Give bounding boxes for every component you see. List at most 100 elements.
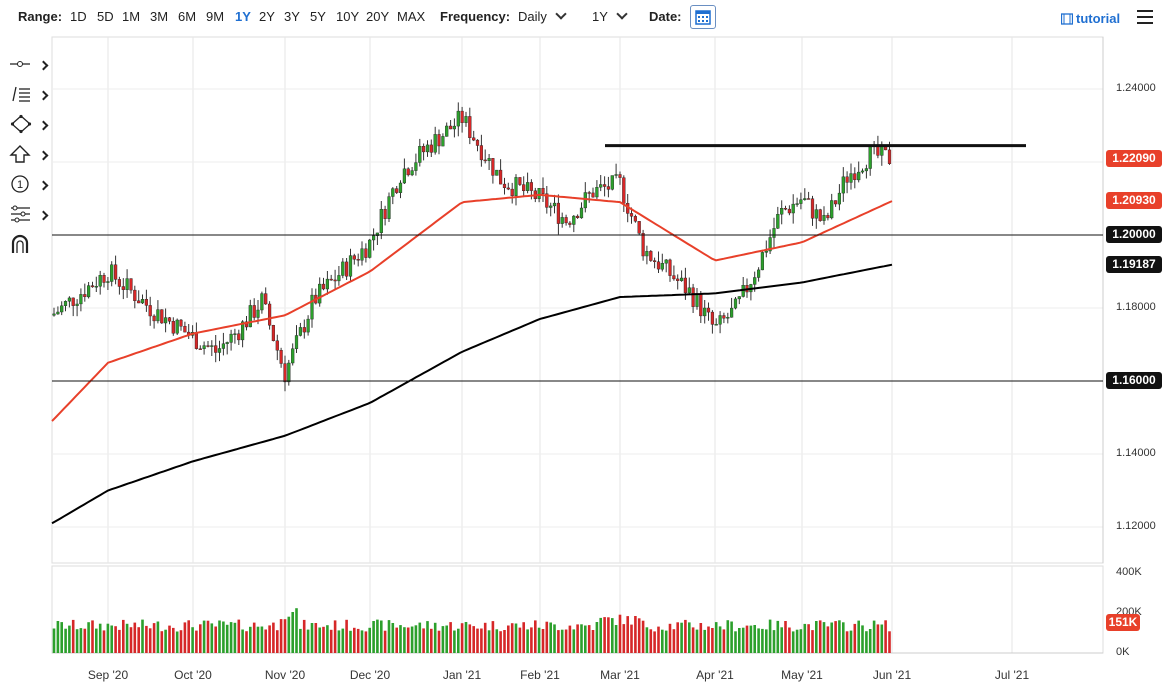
volume-bar bbox=[630, 624, 633, 653]
candle-body bbox=[152, 315, 156, 322]
candle-body bbox=[622, 177, 626, 204]
volume-tick-label: 400K bbox=[1116, 566, 1142, 578]
candle-body bbox=[629, 213, 634, 217]
calendar-button[interactable] bbox=[690, 5, 716, 29]
candle-body bbox=[264, 293, 268, 305]
volume-bar bbox=[118, 629, 121, 653]
volume-bar bbox=[422, 628, 425, 653]
volume-bar bbox=[345, 619, 348, 653]
volume-bar bbox=[202, 620, 206, 653]
volume-bar bbox=[114, 626, 117, 653]
volume-bar bbox=[684, 619, 687, 653]
magnet-tool[interactable] bbox=[8, 234, 48, 258]
volume-bar bbox=[884, 620, 887, 653]
frequency-dropdown[interactable]: Daily bbox=[518, 8, 567, 24]
volume-bar bbox=[314, 623, 318, 653]
volume-bar bbox=[71, 619, 75, 653]
range-option-10y[interactable]: 10Y bbox=[336, 9, 360, 24]
volume-bar bbox=[711, 628, 714, 653]
volume-bar bbox=[799, 629, 803, 653]
volume-bar bbox=[803, 623, 807, 653]
volume-bar bbox=[476, 628, 479, 653]
volume-bar bbox=[145, 625, 148, 653]
tutorial-link[interactable]: tutorial bbox=[1061, 11, 1120, 26]
candle-body bbox=[283, 363, 287, 383]
range-option-1m[interactable]: 1M bbox=[122, 9, 141, 24]
volume-bar bbox=[745, 625, 749, 653]
candle-body bbox=[356, 259, 360, 261]
volume-bar bbox=[591, 630, 595, 653]
volume-bar bbox=[614, 625, 618, 653]
candle-body bbox=[853, 173, 857, 181]
volume-bar bbox=[368, 627, 371, 653]
candle-body bbox=[830, 200, 834, 219]
volume-bar bbox=[491, 621, 495, 653]
arrow-marker-tool[interactable] bbox=[8, 144, 49, 168]
volume-bar bbox=[222, 621, 225, 653]
range-option-1y[interactable]: 1Y bbox=[235, 9, 251, 24]
volume-bar bbox=[302, 619, 306, 653]
range-option-5y[interactable]: 5Y bbox=[310, 9, 326, 24]
candle-body bbox=[171, 321, 175, 334]
candle-body bbox=[163, 317, 168, 324]
candle-body bbox=[75, 303, 79, 306]
period-dropdown[interactable]: 1Y bbox=[592, 8, 628, 24]
volume-bar bbox=[568, 625, 572, 653]
volume-bar bbox=[349, 630, 352, 653]
volume-bar bbox=[595, 622, 599, 653]
candle-body bbox=[345, 261, 349, 277]
volume-bar bbox=[137, 627, 140, 653]
candle-body bbox=[676, 278, 680, 281]
candle-body bbox=[460, 110, 464, 123]
annotation-tool[interactable]: 1 bbox=[8, 174, 49, 198]
volume-bar bbox=[514, 623, 518, 653]
crosshair-line-tool[interactable] bbox=[8, 54, 49, 78]
volume-bar bbox=[260, 626, 264, 653]
candle-body bbox=[568, 222, 572, 225]
range-option-1d[interactable]: 1D bbox=[70, 9, 87, 24]
volume-bar bbox=[353, 627, 356, 653]
range-option-max[interactable]: MAX bbox=[397, 9, 426, 24]
candle-body bbox=[271, 325, 275, 342]
volume-bar bbox=[634, 616, 637, 653]
hamburger-menu-icon[interactable] bbox=[1137, 10, 1153, 24]
volume-bar bbox=[872, 620, 876, 653]
arrow-up-marker-icon bbox=[9, 145, 31, 163]
volume-bar bbox=[210, 623, 214, 653]
volume-bar bbox=[572, 629, 576, 653]
candle-body bbox=[167, 317, 172, 322]
candle-body bbox=[772, 228, 776, 238]
date-label: Date: bbox=[649, 9, 682, 24]
fibonacci-tool[interactable] bbox=[8, 84, 49, 108]
svg-text:1: 1 bbox=[17, 179, 23, 191]
range-option-3y[interactable]: 3Y bbox=[284, 9, 300, 24]
volume-bar bbox=[857, 620, 860, 653]
candle-body bbox=[730, 307, 734, 318]
volume-bar bbox=[757, 628, 760, 653]
candle-body bbox=[726, 317, 730, 319]
range-option-2y[interactable]: 2Y bbox=[259, 9, 275, 24]
volume-bar bbox=[52, 628, 56, 653]
candle-body bbox=[495, 169, 499, 176]
range-option-20y[interactable]: 20Y bbox=[366, 9, 390, 24]
indicator-settings-icon bbox=[11, 205, 30, 223]
volume-bar bbox=[141, 619, 144, 653]
range-option-5d[interactable]: 5D bbox=[97, 9, 114, 24]
candle-body bbox=[606, 186, 610, 190]
candle-body bbox=[718, 315, 722, 325]
indicator-tool[interactable] bbox=[8, 204, 49, 228]
volume-bar bbox=[164, 629, 167, 653]
volume-bar bbox=[788, 627, 791, 653]
volume-bar bbox=[341, 628, 345, 653]
candle-body bbox=[360, 248, 364, 261]
range-option-9m[interactable]: 9M bbox=[206, 9, 225, 24]
candle-body bbox=[452, 125, 456, 130]
volume-bar bbox=[426, 621, 429, 653]
range-option-3m[interactable]: 3M bbox=[150, 9, 169, 24]
candle-body bbox=[348, 255, 353, 277]
candle-body bbox=[660, 263, 664, 270]
shape-tool[interactable] bbox=[8, 114, 49, 138]
volume-bar bbox=[256, 626, 260, 653]
range-option-6m[interactable]: 6M bbox=[178, 9, 197, 24]
